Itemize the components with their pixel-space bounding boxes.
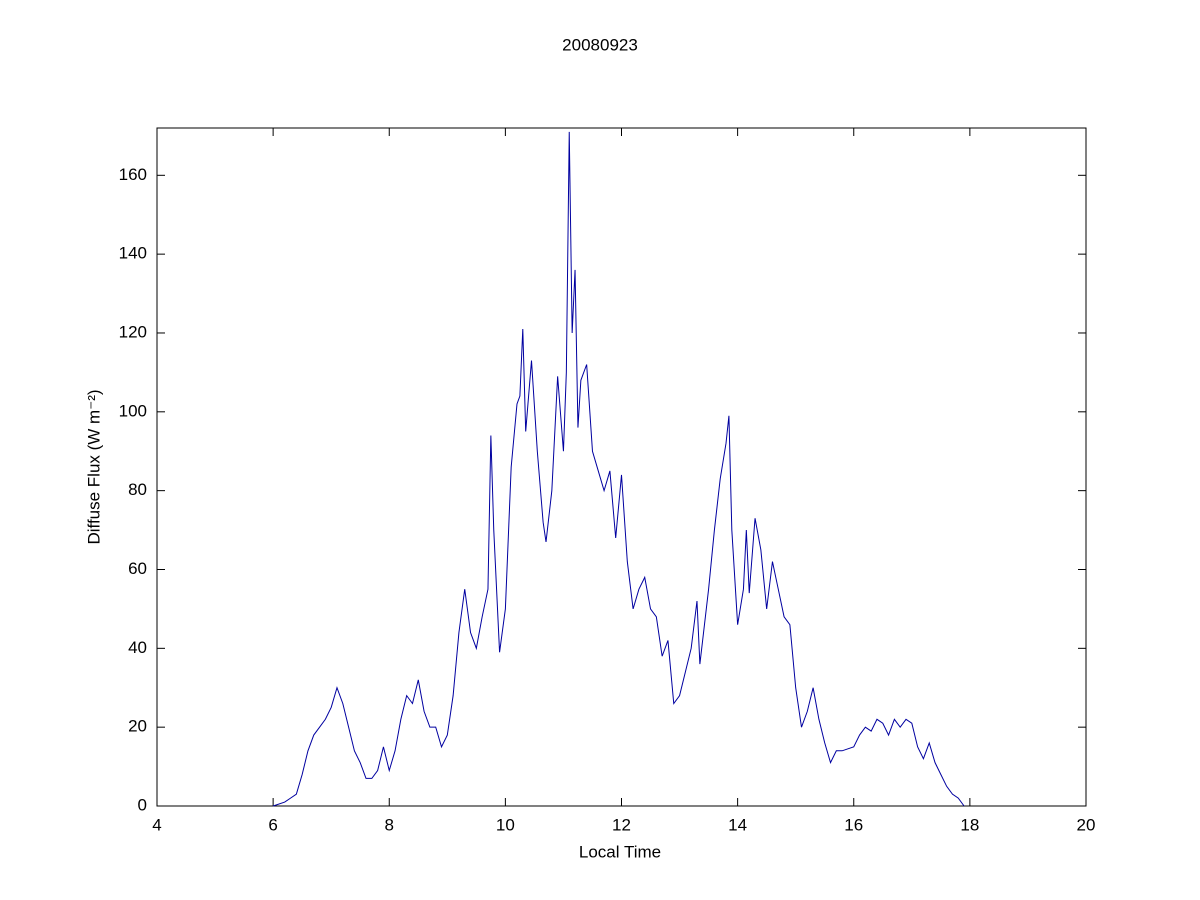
x-tick-label: 14 xyxy=(728,815,747,834)
y-tick-label: 60 xyxy=(128,559,147,578)
y-tick-label: 140 xyxy=(119,244,147,263)
x-tick-label: 6 xyxy=(268,815,277,834)
x-tick-label: 16 xyxy=(844,815,863,834)
x-tick-label: 8 xyxy=(385,815,394,834)
y-tick-label: 160 xyxy=(119,165,147,184)
x-tick-label: 18 xyxy=(960,815,979,834)
x-tick-label: 20 xyxy=(1077,815,1096,834)
y-tick-label: 100 xyxy=(119,401,147,420)
x-tick-label: 4 xyxy=(152,815,161,834)
x-tick-label: 10 xyxy=(496,815,515,834)
x-axis-label: Local Time xyxy=(579,842,661,861)
x-tick-label: 12 xyxy=(612,815,631,834)
y-axis-label: Diffuse Flux (W m⁻²) xyxy=(84,389,103,544)
y-tick-label: 20 xyxy=(128,717,147,736)
y-tick-label: 120 xyxy=(119,322,147,341)
y-tick-label: 80 xyxy=(128,480,147,499)
chart-title: 20080923 xyxy=(562,35,638,54)
plot-frame xyxy=(156,127,1087,807)
data-line xyxy=(272,131,965,807)
y-tick-label: 0 xyxy=(138,795,147,814)
y-tick-label: 40 xyxy=(128,638,147,657)
